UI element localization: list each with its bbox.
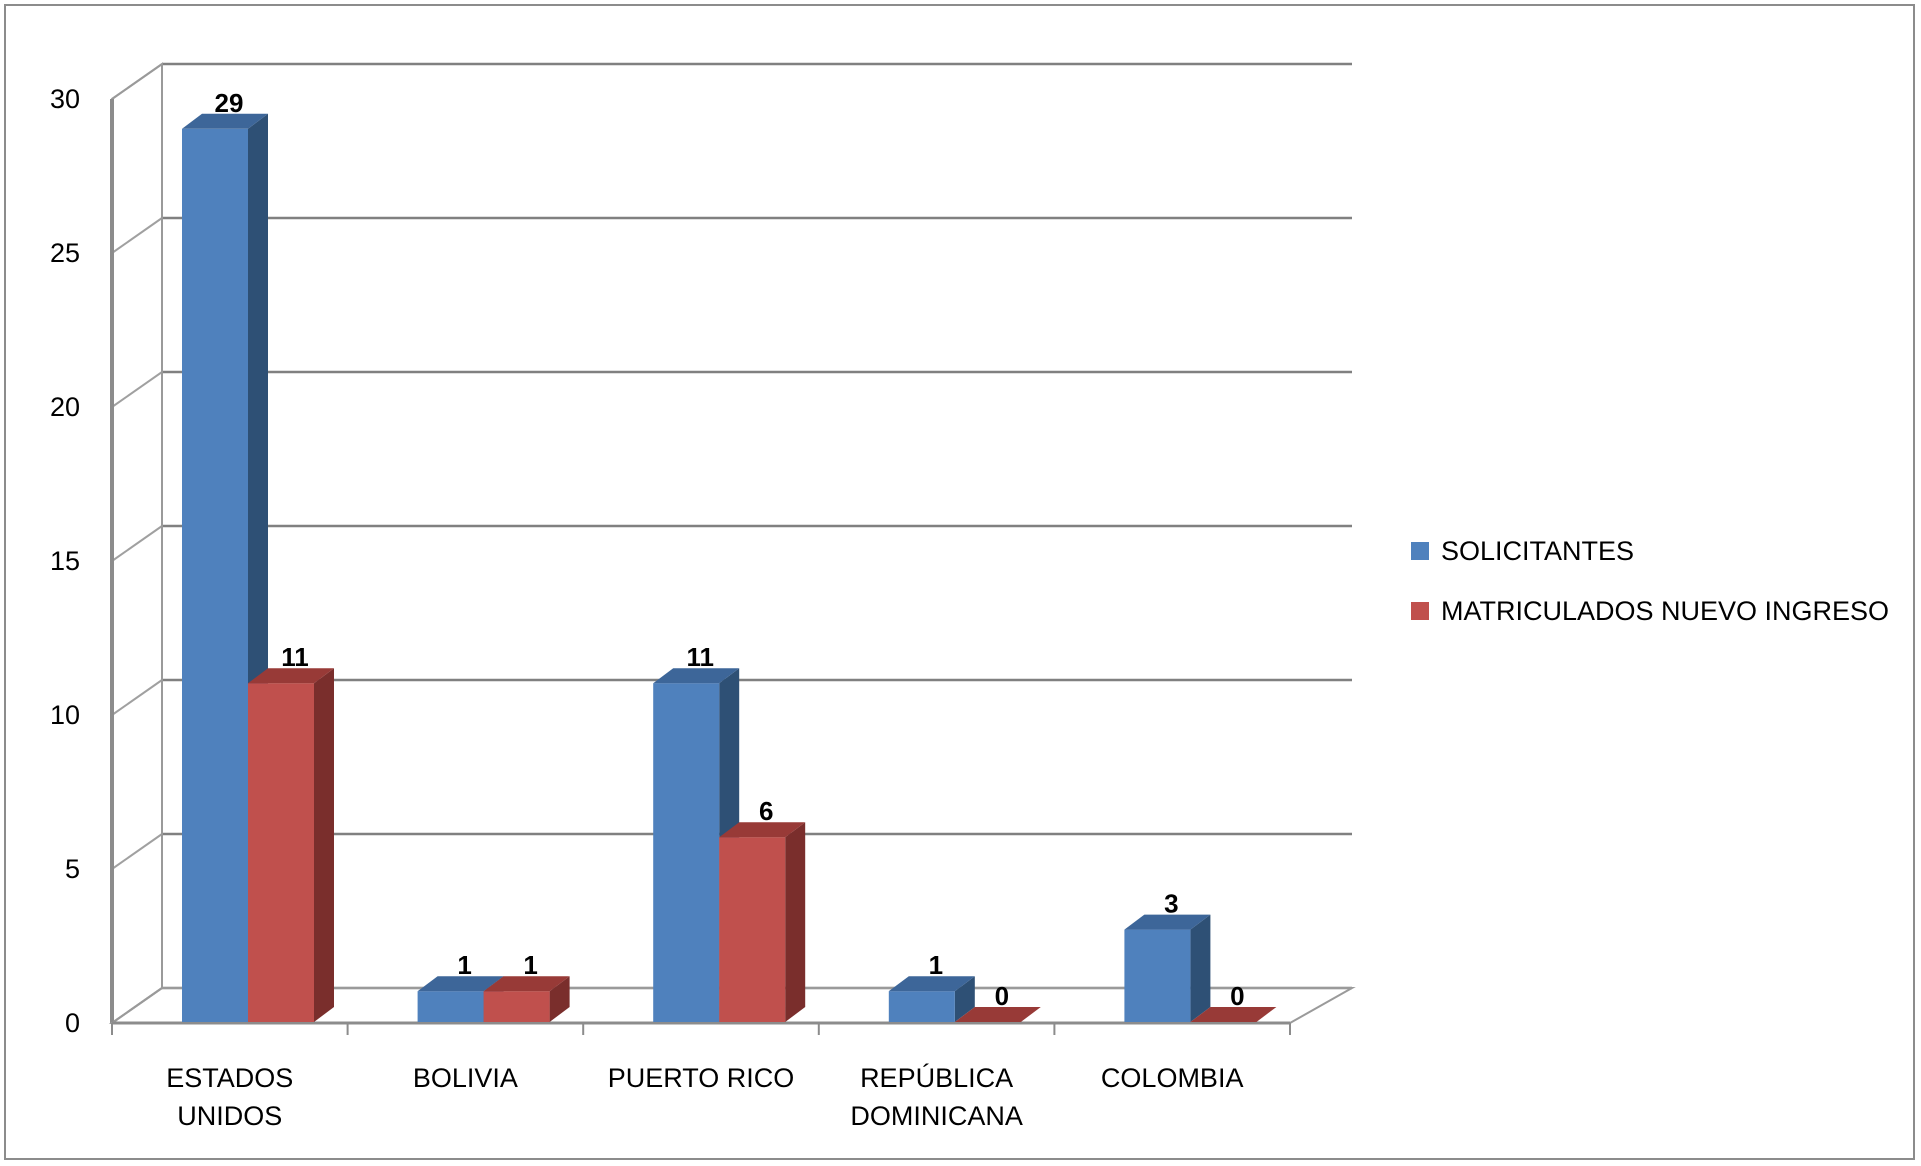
gridline-side: [111, 525, 163, 562]
x-tick-label: REPÚBLICA DOMINICANA: [850, 1062, 1023, 1131]
y-tick-label: 5: [65, 854, 80, 884]
bar-top: [719, 822, 806, 838]
bar-side: [1190, 914, 1211, 1022]
bar: [1124, 929, 1191, 1022]
x-tick-label: PUERTO RICO: [608, 1063, 795, 1093]
legend-swatch: [1411, 542, 1429, 560]
data-label: 11: [686, 642, 714, 672]
legend-entry: SOLICITANTES: [1441, 536, 1634, 566]
bar-top: [248, 668, 334, 684]
data-label: 0: [1230, 981, 1244, 1011]
data-label: 1: [929, 950, 943, 980]
bar-top: [417, 976, 504, 992]
data-label: 11: [281, 642, 309, 672]
legend-entry: MATRICULADOS NUEVO INGRESO: [1441, 596, 1889, 626]
x-tick-label: ESTADOS UNIDOS: [166, 1063, 293, 1131]
bar-side: [954, 976, 975, 1022]
bar-side: [314, 668, 334, 1022]
data-label: 29: [215, 88, 244, 118]
data-label: 1: [523, 950, 537, 980]
data-label: 1: [457, 950, 471, 980]
bar-top: [653, 668, 740, 684]
bar: [888, 991, 955, 1022]
data-label: 3: [1164, 889, 1178, 919]
bar-top: [1124, 914, 1211, 930]
y-tick-label: 15: [50, 546, 80, 576]
bar: [483, 991, 550, 1022]
gridline-side: [111, 371, 163, 408]
bar: [653, 683, 720, 1022]
y-tick-label: 20: [50, 392, 80, 422]
data-label: 0: [995, 981, 1009, 1011]
y-tick-label: 25: [50, 238, 80, 268]
bar-top: [954, 1007, 1041, 1022]
bar-top: [888, 976, 975, 992]
bar: [182, 128, 248, 1023]
bar-top: [1190, 1007, 1277, 1022]
data-label: 6: [759, 796, 773, 826]
gridline-side: [111, 679, 163, 716]
bar: [248, 683, 314, 1022]
y-tick-label: 0: [65, 1008, 80, 1038]
y-tick-label: 30: [50, 84, 80, 114]
x-tick-label: BOLIVIA: [413, 1063, 518, 1093]
bar-top: [483, 976, 570, 992]
bar-top: [182, 113, 268, 129]
y-tick-label: 10: [50, 700, 80, 730]
gridline-side: [111, 833, 163, 870]
gridline-side: [111, 217, 163, 254]
x-tick-label: COLOMBIA: [1101, 1063, 1244, 1093]
bar-side: [549, 976, 570, 1022]
bar: [719, 837, 786, 1022]
bar-side: [785, 822, 806, 1022]
legend-swatch: [1411, 602, 1429, 620]
bar: [417, 991, 484, 1022]
